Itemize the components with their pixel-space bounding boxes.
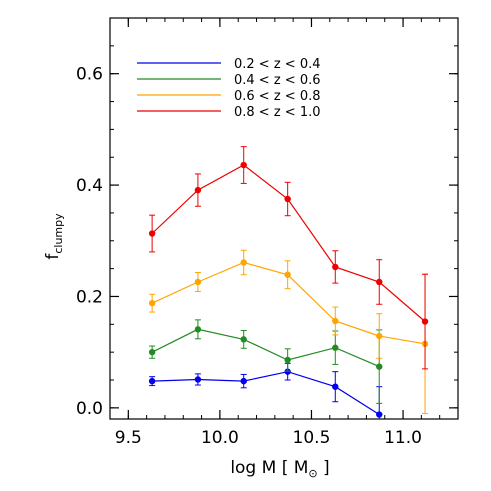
data-point	[194, 186, 202, 194]
y-tick-label: 0.4	[76, 176, 103, 196]
data-point	[376, 411, 383, 418]
series-2	[148, 319, 383, 404]
data-point	[148, 230, 156, 237]
data-point	[148, 377, 156, 385]
axis-ticks	[109, 17, 459, 419]
x-tick-label: 10.5	[293, 428, 331, 448]
x-axis-title: log M [ M⊙ ]	[230, 458, 329, 480]
legend-label: 0.8 < z < 1.0	[234, 105, 321, 120]
data-point	[376, 332, 383, 340]
y-axis-title-main: f	[43, 253, 63, 260]
data-point	[376, 363, 383, 370]
legend: 0.2 < z < 0.40.4 < z < 0.60.6 < z < 0.80…	[137, 57, 321, 120]
series-3	[148, 249, 429, 414]
data-point	[332, 263, 339, 271]
x-axis-title-close: ]	[318, 458, 330, 478]
x-tick-label: 9.5	[115, 428, 142, 448]
x-tick-label: 11.0	[384, 428, 422, 448]
x-axis-title-main: log M [ M	[230, 458, 308, 478]
data-point	[240, 259, 247, 266]
data-point	[284, 195, 291, 203]
data-point	[194, 278, 202, 286]
series-4	[148, 146, 429, 370]
data-point	[284, 271, 291, 278]
data-point	[376, 278, 383, 286]
data-point	[332, 344, 339, 351]
data-point	[240, 161, 247, 169]
series-layer	[148, 146, 429, 419]
tick-labels: 9.5 10.0 10.5 11.0 0.0 0.2 0.4 0.6	[76, 65, 422, 448]
data-point	[148, 299, 156, 307]
data-point	[240, 377, 247, 385]
data-point	[284, 368, 291, 375]
series-line	[151, 328, 380, 368]
data-point	[194, 326, 202, 333]
data-point	[240, 336, 247, 343]
series-1	[148, 362, 383, 419]
legend-label: 0.2 < z < 0.4	[234, 57, 321, 72]
y-tick-label: 0.0	[76, 399, 103, 419]
y-tick-label: 0.2	[76, 287, 103, 307]
data-point	[332, 317, 339, 325]
legend-label: 0.4 < z < 0.6	[234, 73, 321, 88]
series-line	[151, 164, 426, 322]
x-tick-label: 10.0	[201, 428, 239, 448]
y-axis-title: fclumpy	[43, 213, 65, 260]
plot-area	[109, 17, 459, 420]
series-line	[152, 371, 380, 416]
y-tick-label: 0.6	[76, 65, 103, 85]
y-axis-title-sub: clumpy	[52, 213, 65, 254]
legend-label: 0.6 < z < 0.8	[234, 89, 321, 104]
data-point	[284, 356, 291, 364]
data-point	[421, 318, 429, 325]
data-point	[194, 376, 202, 383]
x-axis-title-sub: ⊙	[308, 467, 317, 480]
data-point	[148, 348, 156, 356]
data-point	[332, 383, 339, 390]
